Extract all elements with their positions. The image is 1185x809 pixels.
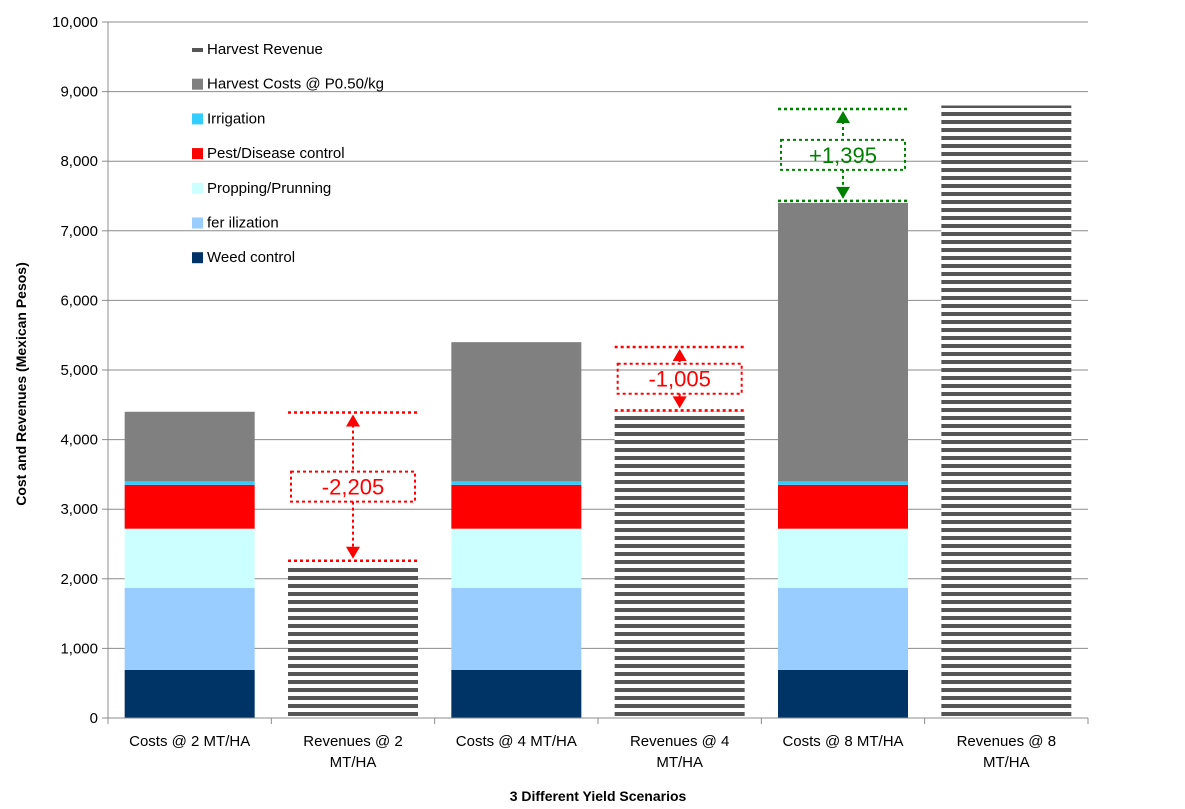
bar-segment bbox=[778, 528, 908, 588]
legend-item: Harvest Revenue bbox=[192, 41, 323, 58]
x-category-label-line: Costs @ 8 MT/HA bbox=[782, 733, 903, 750]
bar-group bbox=[941, 105, 1072, 718]
annotation-box bbox=[290, 470, 416, 503]
x-category-label-line: MT/HA bbox=[983, 754, 1030, 771]
annotation-label: -1,005 bbox=[648, 367, 710, 392]
arrow-down-icon bbox=[836, 186, 850, 199]
x-category-label-line: MT/HA bbox=[656, 754, 703, 771]
difference-annotation: +1,395 bbox=[778, 107, 908, 203]
gridlines bbox=[108, 21, 1088, 649]
bar-segment bbox=[288, 564, 418, 718]
arrow-up-icon bbox=[346, 414, 360, 427]
legend-swatch bbox=[192, 252, 203, 264]
bar-segment bbox=[124, 481, 255, 485]
bar-segment bbox=[778, 484, 908, 529]
bar-group bbox=[778, 202, 908, 718]
legend-label: Irrigation bbox=[207, 110, 265, 127]
y-tick-label: 4,000 bbox=[60, 432, 98, 449]
y-tick-label: 7,000 bbox=[60, 223, 98, 240]
bar-segment bbox=[451, 484, 582, 529]
y-tick-label: 6,000 bbox=[60, 292, 98, 309]
bar-segment bbox=[941, 105, 1072, 718]
legend-swatch bbox=[192, 113, 203, 125]
annotation-label: +1,395 bbox=[809, 143, 877, 168]
difference-annotation: -1,005 bbox=[614, 345, 745, 412]
x-category-label: Revenues @ 2 MT/HA bbox=[303, 733, 402, 771]
y-tick-label: 0 bbox=[90, 710, 98, 727]
x-category-label-line: Revenues @ 2 bbox=[303, 733, 402, 750]
y-tick-label: 10,000 bbox=[52, 14, 98, 31]
legend-item: fer ilization bbox=[192, 215, 279, 232]
arrow-down-icon bbox=[672, 396, 687, 409]
legend-item: Pest/Disease control bbox=[192, 145, 345, 162]
bar-segment bbox=[451, 669, 582, 718]
legend-item: Harvest Costs @ P0.50/kg bbox=[192, 76, 384, 93]
bar-segment bbox=[124, 484, 255, 529]
bar-segment bbox=[124, 587, 255, 670]
bar-segment bbox=[451, 528, 582, 588]
legend-swatch bbox=[192, 182, 203, 194]
legend-swatch bbox=[192, 217, 203, 229]
y-tick-label: 9,000 bbox=[60, 84, 98, 101]
annotation-box bbox=[616, 362, 743, 395]
bar-group bbox=[288, 564, 418, 718]
bar-segment bbox=[451, 481, 582, 485]
annotation-label: -2,205 bbox=[322, 475, 384, 500]
bar-segment bbox=[614, 411, 745, 718]
bar-segment bbox=[778, 669, 908, 718]
bar-group bbox=[451, 342, 582, 718]
y-tick-label: 3,000 bbox=[60, 501, 98, 518]
y-tick-label: 5,000 bbox=[60, 362, 98, 379]
bar-segment bbox=[451, 342, 582, 482]
x-category-label: Costs @ 2 MT/HA bbox=[129, 733, 250, 750]
y-axis-title: Cost and Revenues (Mexican Pesos) bbox=[13, 262, 29, 506]
legend-swatch bbox=[192, 44, 203, 55]
legend-item: Weed control bbox=[192, 249, 295, 266]
legend-label: fer ilization bbox=[207, 215, 279, 232]
x-axis-title: 3 Different Yield Scenarios bbox=[510, 788, 687, 804]
difference-annotation: -2,205 bbox=[288, 411, 418, 562]
bar-group bbox=[614, 411, 745, 718]
annotation-box bbox=[780, 138, 906, 171]
x-category-label: Revenues @ 4 MT/HA bbox=[630, 733, 729, 771]
x-category-label-line: MT/HA bbox=[330, 754, 377, 771]
x-category-label: Revenues @ 8 MT/HA bbox=[957, 733, 1056, 771]
legend-item: Irrigation bbox=[192, 110, 265, 127]
legend-item: Propping/Prunning bbox=[192, 180, 331, 197]
x-category-label-line: Costs @ 4 MT/HA bbox=[456, 733, 577, 750]
bar-segment bbox=[451, 587, 582, 670]
bars bbox=[124, 105, 1072, 718]
x-category-label-line: Costs @ 2 MT/HA bbox=[129, 733, 250, 750]
axes: 0 1,000 2,000 3,000 4,000 5,000 6,000 7,000 8,00… bbox=[52, 14, 1089, 771]
legend-label: Propping/Prunning bbox=[207, 180, 331, 197]
legend-label: Pest/Disease control bbox=[207, 145, 345, 162]
arrow-up-icon bbox=[836, 111, 850, 123]
bar-segment bbox=[124, 669, 255, 718]
bar-segment bbox=[778, 202, 908, 482]
x-category-label: Costs @ 4 MT/HA bbox=[456, 733, 577, 750]
x-category-label-line: Revenues @ 4 bbox=[630, 733, 729, 750]
annotations: -2,205 -1,005 +1,395 bbox=[288, 107, 908, 562]
legend-label: Harvest Revenue bbox=[207, 41, 323, 58]
bar-segment bbox=[124, 411, 255, 482]
x-category-label-line: Revenues @ 8 bbox=[957, 733, 1056, 750]
legend: Harvest Revenue Harvest Costs @ P0.50/kg I… bbox=[192, 41, 384, 266]
legend-swatch bbox=[192, 78, 203, 90]
legend-swatch bbox=[192, 148, 203, 160]
bar-segment bbox=[778, 481, 908, 485]
y-tick-label: 8,000 bbox=[60, 153, 98, 170]
arrow-down-icon bbox=[346, 546, 360, 559]
y-tick-label: 1,000 bbox=[60, 640, 98, 657]
arrow-up-icon bbox=[672, 349, 687, 362]
legend-label: Harvest Costs @ P0.50/kg bbox=[207, 76, 384, 93]
y-tick-label: 2,000 bbox=[60, 571, 98, 588]
x-category-label: Costs @ 8 MT/HA bbox=[782, 733, 903, 750]
bar-segment bbox=[124, 528, 255, 588]
bar-group bbox=[124, 411, 255, 718]
bar-segment bbox=[778, 587, 908, 670]
legend-label: Weed control bbox=[207, 249, 295, 266]
